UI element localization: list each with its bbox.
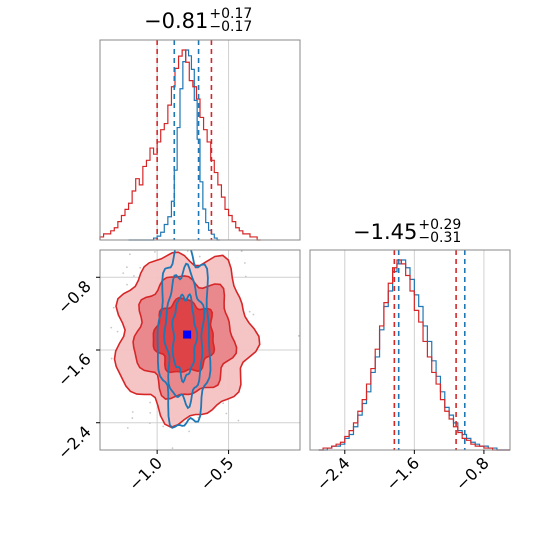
top-panel-title: −0.81 +0.17 −0.17 — [144, 6, 253, 35]
sample-point — [247, 242, 249, 244]
sample-point — [243, 262, 246, 264]
sample-point — [149, 401, 152, 404]
joint-panel-content — [38, 214, 300, 521]
sample-point — [149, 412, 152, 414]
blue-contour-level-1 — [163, 262, 206, 410]
sample-point — [162, 425, 165, 428]
sample-point — [125, 266, 128, 269]
histogram-series-1 — [99, 49, 261, 241]
sample-point — [153, 250, 156, 253]
right-x-tick-label-1: −1.6 — [382, 453, 423, 494]
sample-point — [186, 250, 189, 252]
sample-point — [237, 214, 239, 216]
sample-point — [148, 422, 151, 425]
sample-point — [110, 357, 113, 360]
sample-point — [38, 283, 40, 285]
blue-contour-level-2 — [171, 293, 199, 384]
y-tick-label-0: −0.8 — [54, 277, 95, 318]
right-hist-frame — [309, 249, 511, 451]
x-tick-label-0: −1.0 — [125, 453, 166, 494]
right-x-tick-label-2: −0.8 — [452, 453, 493, 494]
sample-point — [173, 519, 175, 521]
truth-marker — [183, 330, 192, 339]
right-title-value: −1.45 — [353, 220, 418, 244]
right-title-upper: +0.29 — [418, 217, 462, 233]
sample-point — [122, 272, 125, 275]
sample-point — [240, 250, 243, 253]
sample-point — [248, 310, 251, 313]
sample-point — [203, 233, 205, 235]
y-tick-label-1: −1.6 — [54, 349, 95, 390]
sample-point — [222, 402, 225, 405]
sample-point — [244, 275, 247, 278]
sample-point — [185, 247, 187, 249]
sample-point — [237, 419, 240, 422]
sample-point — [126, 427, 129, 429]
top-title-lower: −0.17 — [209, 19, 253, 35]
sample-point — [126, 283, 128, 286]
right-panel-title: −1.45 +0.29 −0.31 — [353, 217, 462, 246]
sample-point — [297, 334, 300, 337]
sample-point — [225, 412, 228, 415]
sample-point — [150, 243, 152, 245]
top-title-value: −0.81 — [144, 9, 209, 33]
sample-point — [116, 330, 119, 333]
sample-point — [171, 447, 174, 450]
histogram-series-0 — [128, 49, 220, 241]
sample-point — [110, 326, 113, 329]
right-title-lower: −0.31 — [418, 230, 462, 246]
sample-point — [188, 430, 190, 433]
sample-point — [198, 255, 201, 258]
x-tick-label-1: −0.5 — [196, 453, 237, 494]
blue-contour-level-0 — [156, 250, 212, 429]
sample-point — [128, 253, 131, 256]
sample-point — [139, 266, 142, 269]
histogram-series-1 — [318, 259, 510, 451]
top-title-upper: +0.17 — [209, 6, 253, 22]
top-hist-frame — [99, 39, 301, 241]
sample-point — [252, 313, 255, 316]
sample-point — [131, 411, 134, 413]
sample-point — [112, 306, 115, 309]
right-x-tick-label-0: −2.4 — [313, 453, 354, 494]
sample-point — [131, 417, 134, 419]
y-tick-label-2: −2.4 — [54, 422, 95, 463]
sample-point — [133, 274, 135, 277]
